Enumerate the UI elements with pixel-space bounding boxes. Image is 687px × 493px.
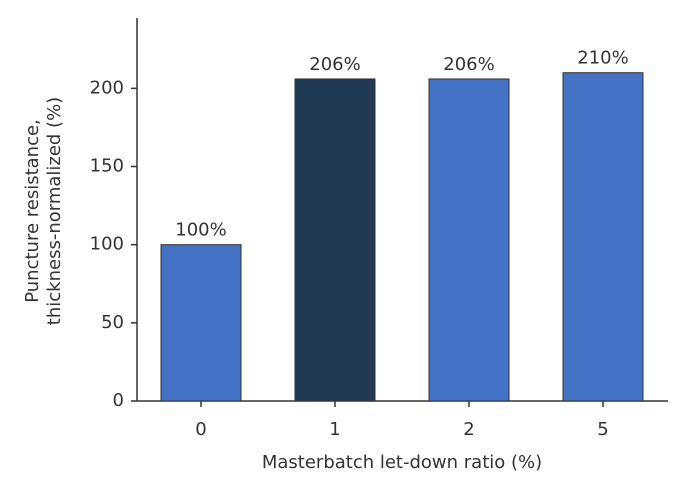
y-axis-label: thickness-normalized (%) [44, 97, 65, 325]
x-axis-label: Masterbatch let-down ratio (%) [262, 452, 542, 473]
y-tick-label: 150 [90, 156, 124, 177]
x-tick-label: 0 [195, 419, 206, 440]
bar [562, 72, 644, 402]
y-tick-label: 50 [101, 312, 124, 333]
bar [160, 244, 242, 402]
y-tick-label: 0 [113, 390, 124, 411]
x-tick-label: 1 [329, 419, 340, 440]
y-axis-label: Puncture resistance, [22, 119, 43, 303]
bar [428, 78, 510, 402]
value-label: 206% [443, 54, 494, 75]
x-tick-label: 5 [597, 419, 608, 440]
y-tick-label: 200 [90, 77, 124, 98]
x-tick-label: 2 [463, 419, 474, 440]
value-label: 206% [309, 54, 360, 75]
bar [294, 78, 376, 402]
y-tick-label: 100 [90, 234, 124, 255]
value-label: 100% [175, 220, 226, 241]
value-label: 210% [577, 48, 628, 69]
